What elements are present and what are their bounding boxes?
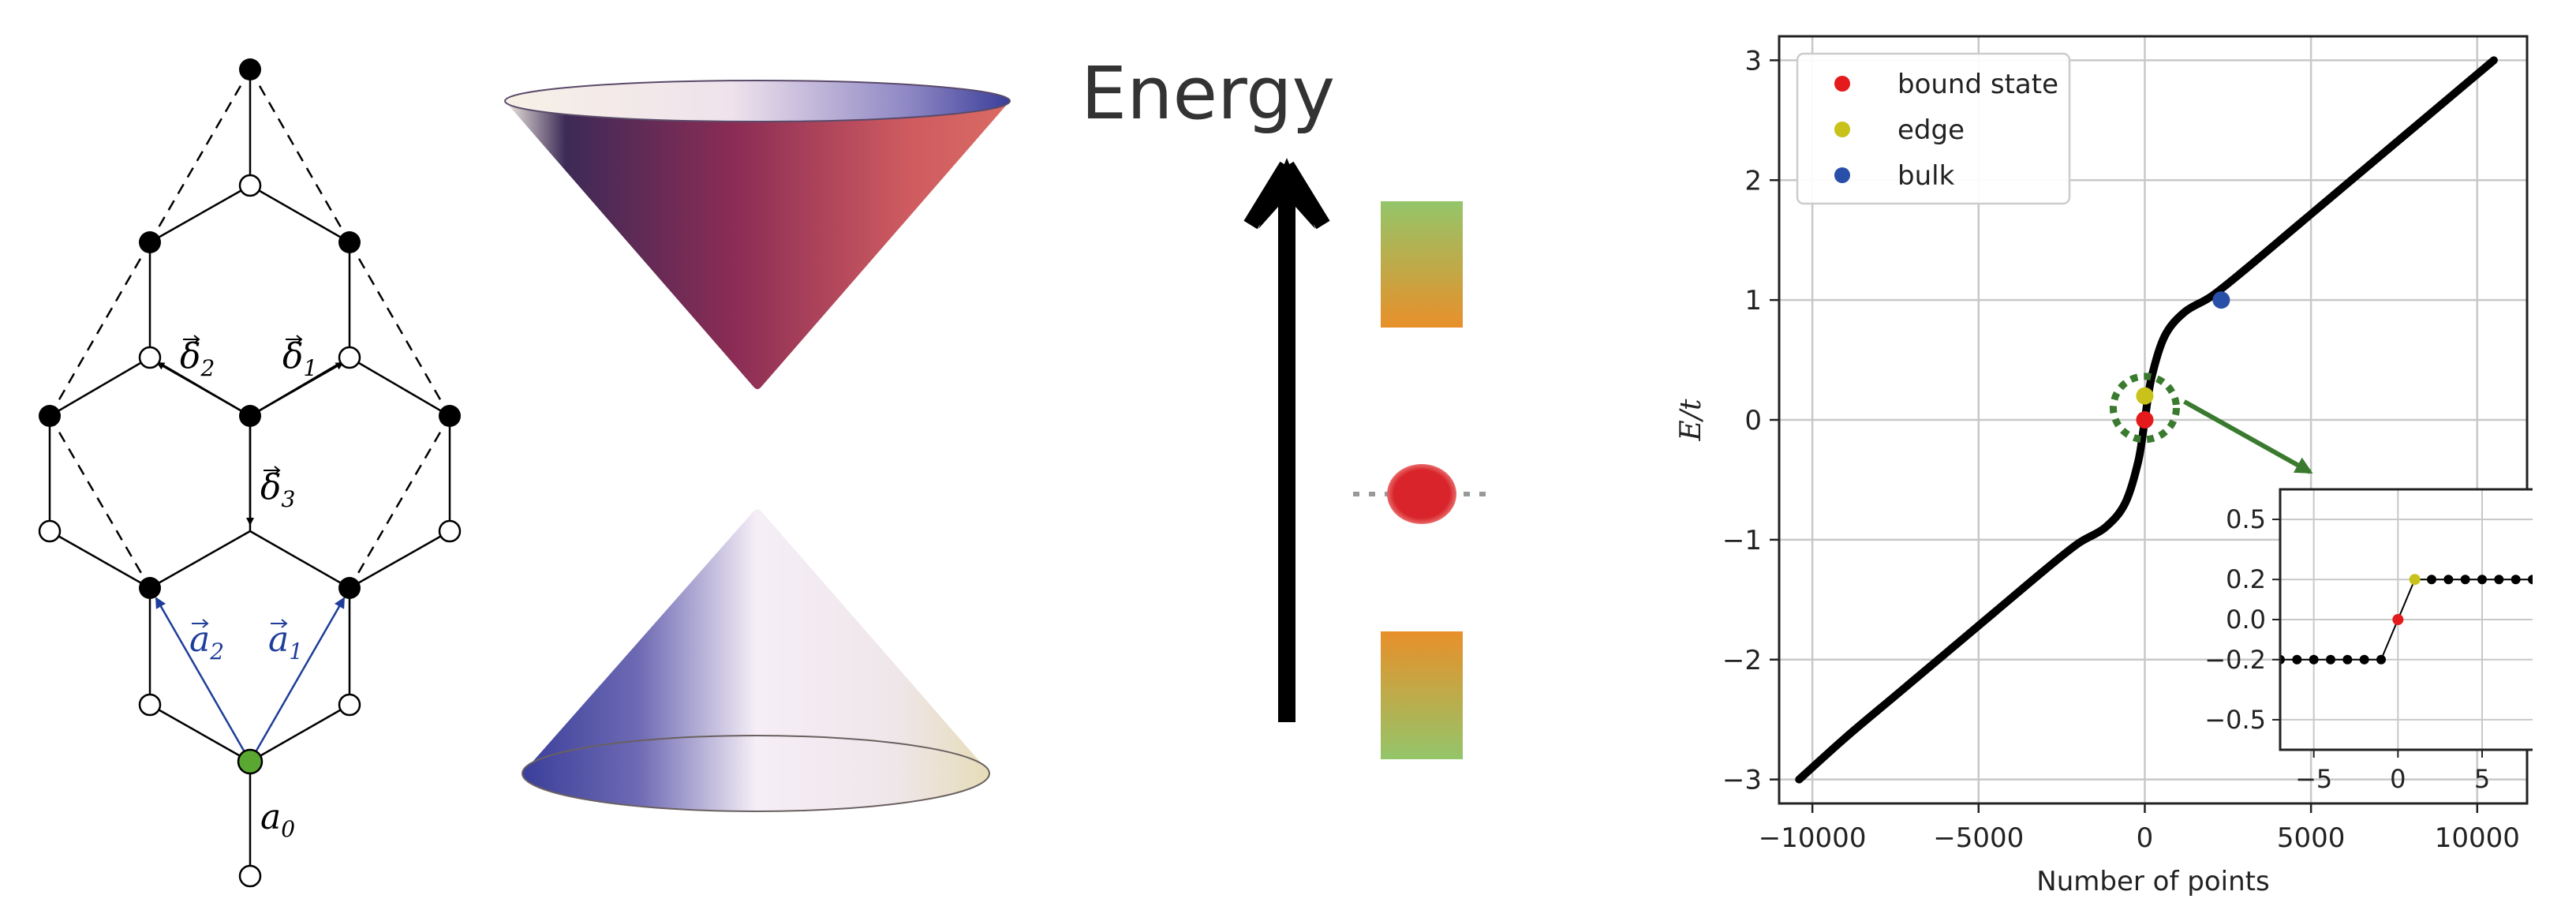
y-tick-label: 1 [1744,285,1762,316]
lattice-vectors [155,597,346,762]
y-tick-label: −2 [1722,645,1762,676]
a2-label: a2 [189,620,224,665]
x-tick-label: 0 [2137,822,2154,854]
legend-marker [1834,167,1850,183]
legend-label: bound state [1897,69,2058,100]
inset-plot: −5 0 5 −0.5 −0.2 0.0 0.2 0.5 [2204,488,2533,794]
special-site [237,748,264,775]
delta3-label: δ3 [260,467,295,512]
upper-band [1381,201,1463,328]
inset-y-ticks: −0.5 −0.2 0.0 0.2 0.5 [2204,504,2280,735]
x-tick-label: 5000 [2277,822,2346,854]
x-tick-label: −10000 [1759,822,1867,854]
inset-x-tick-label: 0 [2390,764,2406,794]
inset-point [2477,575,2487,585]
delta2-label: δ2 [180,336,215,381]
y-tick-label: 2 [1744,165,1762,197]
lower-cone-base [522,735,990,812]
inset-point [2511,575,2521,585]
inset-y-tick-label: 0.0 [2226,605,2266,635]
legend: bound state edge bulk [1796,52,2071,205]
x-axis-label: Number of points [2036,866,2269,897]
inset-y-tick-label: 0.5 [2226,504,2266,534]
highlight-point [2136,387,2154,405]
y-axis-label: E/t [1675,399,1707,441]
y-tick-label: 0 [1744,405,1762,436]
lower-band [1381,631,1463,759]
zoom-ring [2109,373,2180,444]
filled-sites [39,58,461,599]
honeycomb-lattice: δ2 δ1 δ3 a2 a1 a0 [38,58,462,888]
inset-point [2359,654,2369,665]
highlight-points [2136,291,2230,429]
delta1-label: δ1 [282,336,317,381]
highlight-point [2136,411,2154,429]
x-tick-label: −5000 [1933,822,2024,854]
upper-cone [505,101,1010,389]
a0-label: a0 [260,797,295,842]
y-ticks: −3 −2 −1 0 1 2 3 [1722,45,1779,796]
upper-cone-rim [504,80,1011,122]
lower-cone [522,509,990,773]
energy-axis-arrowhead [1258,158,1315,229]
spectrum-chart: −10000 −5000 0 5000 10000 −3 −2 −1 0 1 2 3 bound s… [1675,35,2533,897]
highlight-point [2212,291,2230,309]
dirac-cones [504,80,1011,812]
inset-point [2443,575,2454,585]
x-ticks: −10000 −5000 0 5000 10000 [1759,803,2520,854]
bound-state-dot [1387,464,1456,524]
delta-vectors [156,361,344,526]
legend-label: edge [1897,114,1965,146]
inset-y-tick-label: −0.2 [2204,645,2266,675]
zoom-arrow [2183,399,2313,474]
inset-edge-point [2409,574,2421,586]
inset-y-tick-label: 0.2 [2226,564,2266,594]
inset-point [2427,575,2436,585]
inset-x-tick-label: −5 [2295,764,2332,794]
legend-marker [1834,122,1850,137]
inset-point [2376,654,2386,665]
inset-point [2460,575,2470,585]
x-tick-label: 10000 [2435,822,2520,854]
inset-point [2494,575,2504,585]
inset-x-ticks: −5 0 5 [2295,750,2490,794]
inset-line-step [2397,579,2416,620]
inset-point [2342,654,2353,665]
legend-label: bulk [1897,160,1955,192]
y-tick-label: −1 [1722,525,1762,556]
a1-label: a1 [268,620,303,665]
legend-frame [1796,52,2071,205]
inset-point [2528,575,2533,585]
energy-axis-shaft [1278,205,1295,722]
energy-label: Energy [1081,51,1335,136]
inset-line-step [2380,619,2399,661]
energy-diagram: Energy [1081,51,1491,759]
inset-point [2309,654,2319,665]
y-tick-label: −3 [1722,765,1762,796]
y-tick-label: 3 [1744,45,1762,77]
inset-x-tick-label: 5 [2474,764,2490,794]
inset-points [2280,574,2533,665]
supercell-outline [48,69,451,589]
inset-point [2292,654,2302,665]
open-sites [38,174,462,888]
legend-marker [1834,76,1850,92]
inset-y-tick-label: −0.5 [2204,705,2266,735]
inset-point [2326,654,2335,665]
inset-bound-point [2392,614,2404,625]
